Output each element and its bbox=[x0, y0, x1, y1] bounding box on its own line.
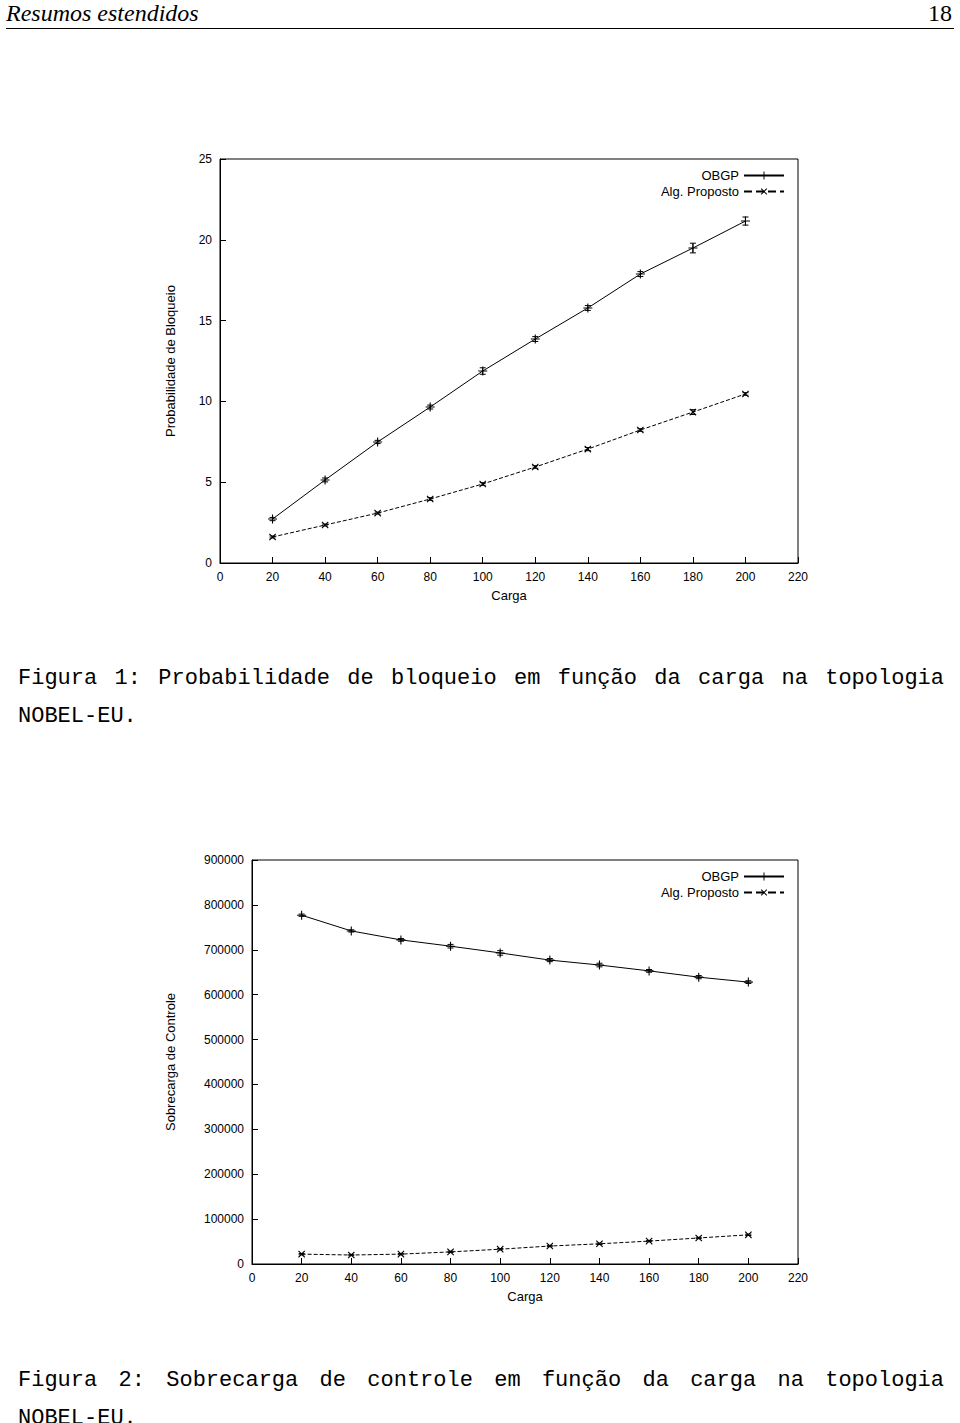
svg-text:25: 25 bbox=[199, 152, 213, 166]
svg-text:100: 100 bbox=[473, 570, 493, 584]
svg-text:180: 180 bbox=[689, 1271, 709, 1285]
svg-text:180: 180 bbox=[683, 570, 703, 584]
svg-text:220: 220 bbox=[788, 570, 808, 584]
svg-text:10: 10 bbox=[199, 394, 213, 408]
svg-text:500000: 500000 bbox=[204, 1033, 244, 1047]
svg-text:700000: 700000 bbox=[204, 943, 244, 957]
svg-text:0: 0 bbox=[205, 556, 212, 570]
svg-text:20: 20 bbox=[199, 233, 213, 247]
svg-text:Alg. Proposto: Alg. Proposto bbox=[661, 885, 739, 900]
svg-text:600000: 600000 bbox=[204, 988, 244, 1002]
svg-text:220: 220 bbox=[788, 1271, 808, 1285]
svg-text:0: 0 bbox=[217, 570, 224, 584]
svg-text:200: 200 bbox=[735, 570, 755, 584]
html-text:Figura 1: Probabilidade de blo: Figura 1: Probabilidade de bloqueio em f… bbox=[18, 666, 944, 729]
svg-text:0: 0 bbox=[249, 1271, 256, 1285]
svg-text:Alg. Proposto: Alg. Proposto bbox=[661, 184, 739, 199]
html-text:18: 18 bbox=[928, 0, 952, 26]
svg-text:300000: 300000 bbox=[204, 1122, 244, 1136]
svg-text:Probabilidade de Bloqueio: Probabilidade de Bloqueio bbox=[163, 285, 178, 437]
svg-text:15: 15 bbox=[199, 314, 213, 328]
svg-text:800000: 800000 bbox=[204, 898, 244, 912]
svg-text:20: 20 bbox=[266, 570, 280, 584]
svg-text:140: 140 bbox=[578, 570, 598, 584]
svg-text:OBGP: OBGP bbox=[701, 869, 739, 884]
svg-text:160: 160 bbox=[639, 1271, 659, 1285]
svg-text:60: 60 bbox=[371, 570, 385, 584]
svg-text:120: 120 bbox=[540, 1271, 560, 1285]
svg-text:5: 5 bbox=[205, 475, 212, 489]
svg-text:Carga: Carga bbox=[491, 588, 527, 603]
svg-text:60: 60 bbox=[394, 1271, 408, 1285]
svg-text:900000: 900000 bbox=[204, 853, 244, 867]
html-text:Resumos estendidos: Resumos estendidos bbox=[6, 0, 199, 26]
svg-text:0: 0 bbox=[237, 1257, 244, 1271]
svg-text:200: 200 bbox=[738, 1271, 758, 1285]
svg-text:Carga: Carga bbox=[507, 1289, 543, 1304]
svg-text:20: 20 bbox=[295, 1271, 309, 1285]
svg-text:120: 120 bbox=[525, 570, 545, 584]
svg-text:Sobrecarga de Controle: Sobrecarga de Controle bbox=[163, 993, 178, 1131]
svg-text:40: 40 bbox=[345, 1271, 359, 1285]
svg-text:OBGP: OBGP bbox=[701, 168, 739, 183]
svg-text:80: 80 bbox=[424, 570, 438, 584]
svg-text:100000: 100000 bbox=[204, 1212, 244, 1226]
svg-text:80: 80 bbox=[444, 1271, 458, 1285]
svg-text:100: 100 bbox=[490, 1271, 510, 1285]
svg-text:140: 140 bbox=[589, 1271, 609, 1285]
svg-text:400000: 400000 bbox=[204, 1077, 244, 1091]
svg-text:200000: 200000 bbox=[204, 1167, 244, 1181]
svg-text:40: 40 bbox=[318, 570, 332, 584]
svg-text:160: 160 bbox=[630, 570, 650, 584]
